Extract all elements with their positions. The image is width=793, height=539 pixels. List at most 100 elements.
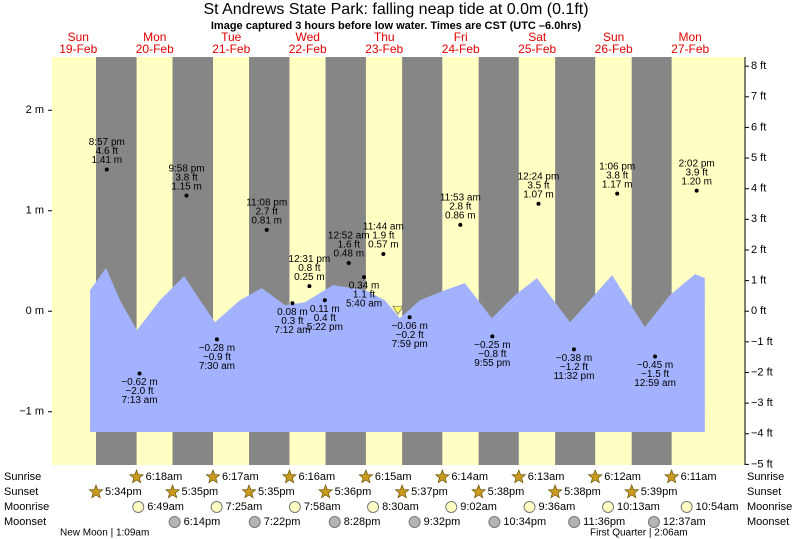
extreme-meters: 0.81 m <box>251 215 282 226</box>
extreme-feet: 2.7 ft <box>256 206 278 217</box>
extreme-time: 1:06 pm <box>599 161 635 172</box>
row-label: Moonset <box>4 516 46 528</box>
extreme-time: 5:40 am <box>346 299 382 310</box>
moon-phase: New Moon | 1:09am <box>60 528 149 539</box>
sun-icon <box>587 469 603 484</box>
event-time: 5:34pm <box>105 486 142 498</box>
y2-tick-label: −5 ft <box>751 458 773 470</box>
day-name: Wed <box>295 30 319 44</box>
moon-icon <box>680 501 693 513</box>
sun-icon <box>511 469 527 484</box>
event-time: 6:49am <box>147 501 184 513</box>
event-time: 9:36am <box>539 501 576 513</box>
extreme-dot <box>264 227 269 232</box>
row-label-right: Sunset <box>747 486 781 498</box>
sun-icon <box>317 484 334 499</box>
extreme-feet: 2.8 ft <box>449 201 471 212</box>
sun-icon <box>471 484 487 499</box>
row-label: Moonrise <box>4 501 49 513</box>
day-date: 23-Feb <box>365 42 403 56</box>
event-time: 6:16am <box>298 471 335 483</box>
extreme-time: 7:30 am <box>199 361 235 372</box>
moon-icon <box>168 516 181 528</box>
extreme-time: 7:59 pm <box>392 339 428 350</box>
extreme-dot <box>290 301 295 306</box>
event-time: 5:35pm <box>258 486 295 498</box>
extreme-meters: 1.41 m <box>91 155 122 166</box>
event-time: 10:13am <box>617 501 660 513</box>
extreme-meters: 0.11 m <box>310 304 340 315</box>
extreme-feet: −1.5 ft <box>641 369 669 380</box>
extreme-time: 12:52 am <box>328 231 370 242</box>
event-time: 8:30am <box>382 501 419 513</box>
sun-icon <box>205 469 221 484</box>
extreme-meters: −0.38 m <box>556 353 592 364</box>
extreme-time: 11:08 pm <box>246 197 287 208</box>
extreme-meters: 0.48 m <box>333 249 364 260</box>
day-date: 20-Feb <box>136 42 174 56</box>
day-date: 24-Feb <box>442 42 480 56</box>
event-time: 5:39pm <box>641 486 678 498</box>
day-name: Sun <box>603 30 624 44</box>
sun-icon <box>241 484 257 499</box>
extreme-time: 8:57 pm <box>89 137 125 148</box>
row-label: Sunrise <box>4 471 41 483</box>
extreme-meters: 0.34 m <box>349 281 380 292</box>
extreme-dot <box>407 315 412 320</box>
y2-tick-label: −4 ft <box>751 428 773 440</box>
moon-icon <box>523 501 536 513</box>
event-time: 6:13am <box>528 471 565 483</box>
extreme-feet: 1.6 ft <box>338 240 360 251</box>
extreme-dot <box>322 298 327 303</box>
moon-icon <box>408 516 421 528</box>
extreme-feet: 1.9 ft <box>372 231 394 242</box>
extreme-dot <box>490 334 495 339</box>
moon-phase: First Quarter | 2:06am <box>590 528 688 539</box>
extreme-dot <box>653 354 658 359</box>
event-time: 6:18am <box>146 471 183 483</box>
moon-icon <box>328 516 341 528</box>
day-name: Mon <box>679 30 702 44</box>
y-tick-label: 0 m <box>26 305 44 317</box>
sun-icon <box>624 484 640 499</box>
day-name: Tue <box>221 30 242 44</box>
extreme-feet: −0.2 ft <box>396 330 424 341</box>
day-name: Fri <box>454 30 468 44</box>
extreme-dot <box>362 275 367 280</box>
extreme-meters: 0.57 m <box>368 240 399 251</box>
extreme-feet: 3.5 ft <box>527 180 549 191</box>
y2-tick-label: 7 ft <box>751 91 766 103</box>
extreme-time: 11:32 pm <box>553 371 594 382</box>
y2-tick-label: 8 ft <box>751 60 766 72</box>
extreme-feet: 1.1 ft <box>353 290 375 301</box>
sun-icon <box>664 469 680 484</box>
now-marker <box>392 305 404 316</box>
extreme-time: 9:55 pm <box>474 358 510 369</box>
extreme-feet: 4.6 ft <box>96 146 118 157</box>
y2-tick-label: 5 ft <box>751 152 766 164</box>
sun-icon <box>281 469 298 484</box>
event-time: 5:38pm <box>488 486 525 498</box>
y-tick-label: −1 m <box>19 406 44 418</box>
event-time: 5:36pm <box>335 486 372 498</box>
tide-area <box>90 268 705 432</box>
sun-icon <box>358 469 374 484</box>
extreme-time: 5:22 pm <box>307 322 343 333</box>
row-label: Sunset <box>4 486 38 498</box>
extreme-dot <box>694 188 699 193</box>
sun-icon <box>88 484 104 499</box>
extreme-time: 7:13 am <box>121 395 157 406</box>
day-date: 27-Feb <box>671 42 709 56</box>
extreme-meters: 1.07 m <box>523 189 554 200</box>
sun-icon <box>434 469 450 484</box>
moon-icon <box>288 501 301 513</box>
y2-tick-label: 1 ft <box>751 275 766 287</box>
extreme-time: 12:59 am <box>634 378 676 389</box>
moon-icon <box>488 516 501 528</box>
day-date: 26-Feb <box>595 42 633 56</box>
extreme-feet: 3.9 ft <box>686 167 708 178</box>
extreme-feet: −1.2 ft <box>560 362 588 373</box>
event-time: 6:17am <box>222 471 259 483</box>
extreme-dot <box>214 337 219 342</box>
